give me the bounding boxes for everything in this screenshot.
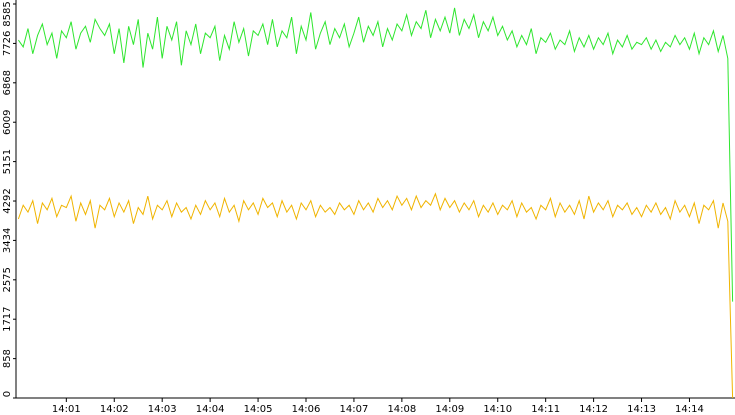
x-tick-label: 14:06 xyxy=(292,404,321,415)
y-tick-label: 0 xyxy=(2,391,13,397)
x-tick-label: 14:11 xyxy=(531,404,560,415)
y-tick-label: 5151 xyxy=(2,149,13,174)
y-tick-label: 8585 xyxy=(2,1,13,26)
x-tick-label: 14:09 xyxy=(435,404,464,415)
x-tick-label: 14:10 xyxy=(483,404,512,415)
y-tick-label: 7726 xyxy=(2,31,13,56)
y-tick-label: 858 xyxy=(2,349,13,368)
x-tick-label: 14:14 xyxy=(675,404,704,415)
y-tick-label: 3434 xyxy=(2,228,13,253)
x-tick-label: 14:13 xyxy=(627,404,656,415)
y-tick-label: 1717 xyxy=(2,306,13,331)
x-tick-label: 14:01 xyxy=(52,404,81,415)
x-tick-label: 14:07 xyxy=(340,404,369,415)
x-tick-label: 14:04 xyxy=(196,404,225,415)
x-tick-label: 14:05 xyxy=(244,404,273,415)
x-tick-label: 14:08 xyxy=(387,404,416,415)
y-tick-label: 6009 xyxy=(2,109,13,134)
y-tick-label: 2575 xyxy=(2,267,13,292)
series-line xyxy=(17,192,734,399)
series-line xyxy=(17,7,734,302)
x-tick-label: 14:02 xyxy=(100,404,129,415)
y-tick-label: 6868 xyxy=(2,70,13,95)
x-tick-label: 14:12 xyxy=(579,404,608,415)
y-tick-label: 4292 xyxy=(2,188,13,213)
x-tick-label: 14:03 xyxy=(148,404,177,415)
